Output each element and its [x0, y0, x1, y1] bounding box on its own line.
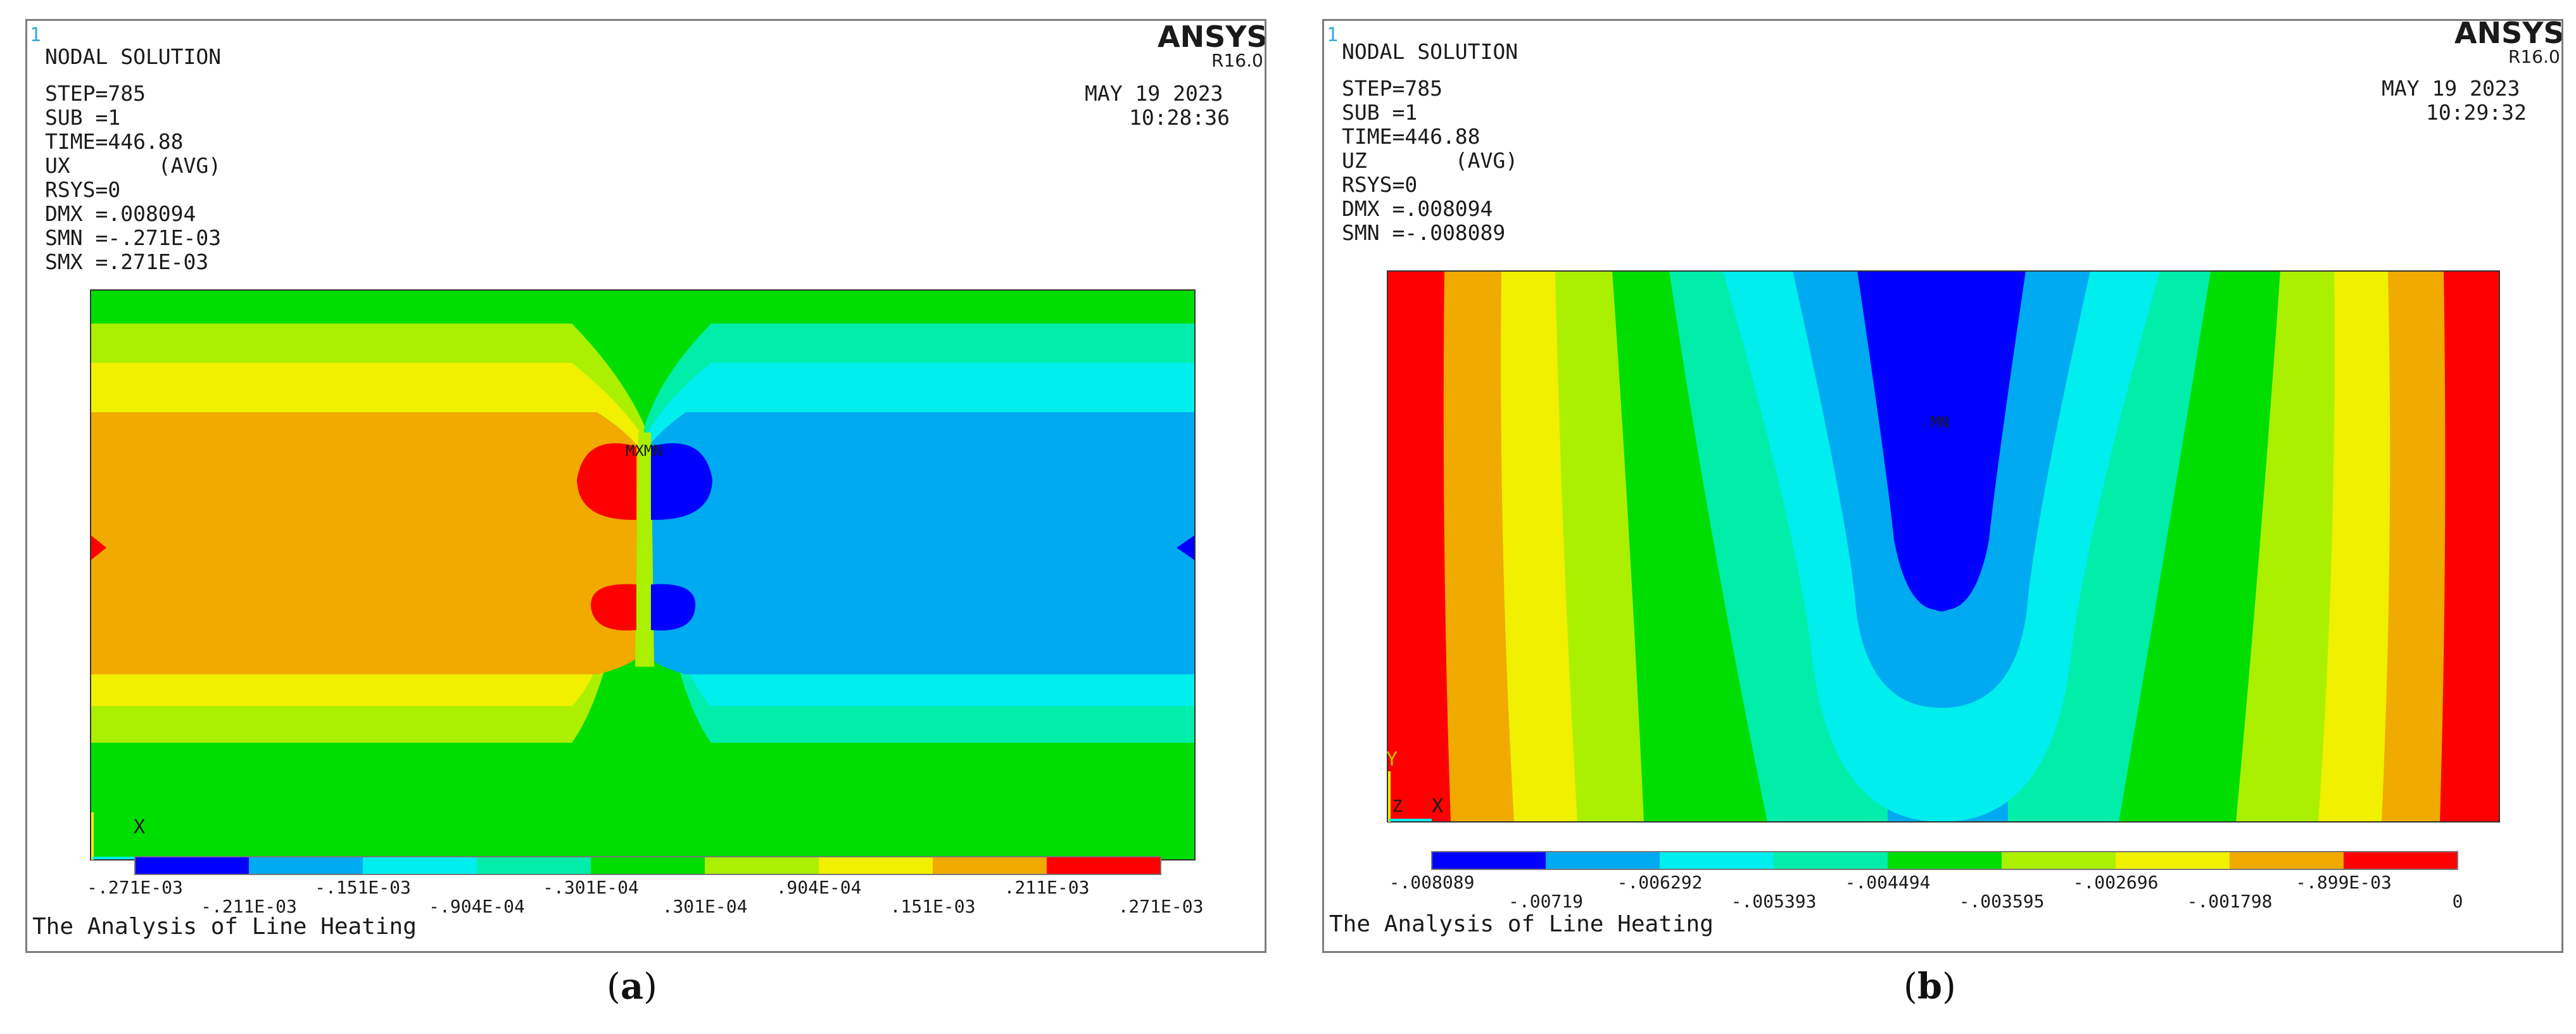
- header-line-8: SMN =-.271E-03: [45, 225, 222, 250]
- legend-swatch-8: [933, 857, 1047, 874]
- caption-a-letter: a: [620, 966, 644, 1007]
- legend-label-3: -.006292: [1617, 872, 1703, 893]
- contour-max-lobe-upper: [577, 443, 636, 520]
- header-line-5: UX (AVG): [45, 153, 222, 178]
- legend-swatch-3: [1660, 852, 1774, 869]
- legend-swatch-8: [2230, 852, 2344, 869]
- header-line-2: STEP=785: [45, 81, 146, 106]
- legend-label-3: -.151E-03: [315, 877, 411, 898]
- contour-min-region: [1857, 271, 2026, 612]
- axis-label-x: X: [1432, 795, 1444, 817]
- uz-legend-bar: [1431, 851, 2458, 870]
- legend-label-8: -.001798: [2187, 891, 2273, 912]
- release-label: R16.0: [1211, 50, 1263, 71]
- header-line-6: RSYS=0: [45, 177, 121, 202]
- legend-label-9: .211E-03: [1004, 877, 1090, 898]
- caption-a: (a): [607, 966, 658, 1007]
- legend-swatch-6: [2002, 852, 2116, 869]
- legend-swatch-2: [249, 857, 363, 874]
- legend-swatch-4: [477, 857, 591, 874]
- header-line-1: NODAL SOLUTION: [45, 44, 222, 69]
- frame-number: 1: [30, 24, 42, 46]
- header-line-3: SUB =1: [1342, 100, 1418, 125]
- ux-legend-bar: [134, 856, 1161, 875]
- legend-label-2: -.00719: [1508, 891, 1584, 912]
- legend-swatch-2: [1546, 852, 1660, 869]
- caption-b: (b): [1904, 966, 1956, 1007]
- header-line-1: NODAL SOLUTION: [1342, 39, 1518, 64]
- legend-label-4: -.904E-04: [429, 896, 525, 917]
- header-line-8: SMN =-.008089: [1342, 220, 1506, 245]
- ansys-logo: ANSYS: [1158, 20, 1266, 54]
- time-label: 10:29:32: [2426, 100, 2527, 125]
- plot-frame: [1387, 270, 2500, 823]
- axis-label-z: Z: [1392, 797, 1403, 816]
- header-line-2: STEP=785: [1342, 76, 1443, 101]
- header-line-6: RSYS=0: [1342, 172, 1418, 197]
- contour-centre-strip: [635, 432, 654, 667]
- release-label: R16.0: [2508, 46, 2560, 67]
- ansys-logo: ANSYS: [2454, 19, 2563, 50]
- uz-contour-svg: [1387, 270, 2500, 870]
- legend-label-9: -.899E-03: [2295, 872, 2392, 893]
- legend-label-6: -.003595: [1959, 891, 2045, 912]
- contour-band-right-level-2: [645, 412, 1195, 674]
- footer-title: The Analysis of Line Heating: [32, 914, 417, 940]
- min-marker: MN: [1931, 413, 1949, 431]
- legend-label-5: -.004494: [1845, 872, 1931, 893]
- legend-swatch-1: [1432, 852, 1546, 869]
- legend-swatch-4: [1774, 852, 1888, 869]
- legend-label-2: -.211E-03: [201, 896, 297, 917]
- legend-swatch-9: [1047, 857, 1161, 874]
- legend-label-1: -.008089: [1389, 872, 1475, 893]
- header-line-3: SUB =1: [45, 105, 121, 130]
- contour-min-lobe-lower: [651, 584, 696, 631]
- frame-number: 1: [1327, 24, 1339, 46]
- legend-swatch-9: [2344, 852, 2458, 869]
- legend-swatch-1: [135, 857, 249, 874]
- legend-swatch-6: [705, 857, 819, 874]
- legend-swatch-7: [2116, 852, 2230, 869]
- legend-label-6: .301E-04: [662, 896, 748, 917]
- caption-b-letter: b: [1917, 966, 1943, 1007]
- uz-contour-plot: [1387, 270, 2500, 823]
- axis-label-y: Y: [1386, 748, 1398, 771]
- header-line-4: TIME=446.88: [1342, 124, 1481, 149]
- legend-swatch-5: [591, 857, 705, 874]
- legend-label-7: -.002696: [2073, 872, 2159, 893]
- contour-left-edge-notch: [91, 535, 106, 560]
- ux-contour-plot: [90, 289, 1196, 861]
- legend-label-5: -.301E-04: [543, 877, 639, 898]
- legend-label-7: .904E-04: [776, 877, 862, 898]
- legend-frame: [1431, 851, 2458, 870]
- footer-title: The Analysis of Line Heating: [1329, 911, 1714, 937]
- legend-label-10: 0: [2452, 891, 2463, 912]
- header-line-4: TIME=446.88: [45, 129, 184, 154]
- legend-swatch-3: [363, 857, 477, 874]
- legend-label-8: .151E-03: [890, 896, 976, 917]
- legend-swatch-5: [1888, 852, 2002, 869]
- ux-contour-svg: [90, 289, 1196, 875]
- contour-right-edge-notch: [1177, 535, 1195, 560]
- time-label: 10:28:36: [1129, 105, 1230, 130]
- contour-max-lobe-lower: [590, 584, 636, 631]
- date-label: MAY 19 2023: [2382, 76, 2520, 101]
- legend-label-4: -.005393: [1731, 891, 1817, 912]
- panel-a-ux-plot: 1 NODAL SOLUTION STEP=785 SUB =1 TIME=44…: [25, 19, 1266, 953]
- axis-label-x: X: [134, 816, 146, 838]
- header-line-5: UZ (AVG): [1342, 148, 1518, 173]
- legend-label-1: -.271E-03: [87, 877, 183, 898]
- max-min-marker: MXMN: [626, 442, 662, 460]
- header-line-9: SMX =.271E-03: [45, 249, 209, 274]
- panel-b-uz-plot: 1 NODAL SOLUTION STEP=785 SUB =1 TIME=44…: [1322, 19, 2563, 953]
- legend-frame: [134, 856, 1161, 875]
- legend-swatch-7: [819, 857, 933, 874]
- contour-min-lobe-upper: [651, 443, 712, 520]
- header-line-7: DMX =.008094: [45, 201, 196, 226]
- date-label: MAY 19 2023: [1085, 81, 1223, 106]
- contour-band-left-level-8: [91, 412, 641, 674]
- header-line-7: DMX =.008094: [1342, 196, 1493, 221]
- legend-label-10: .271E-03: [1118, 896, 1204, 917]
